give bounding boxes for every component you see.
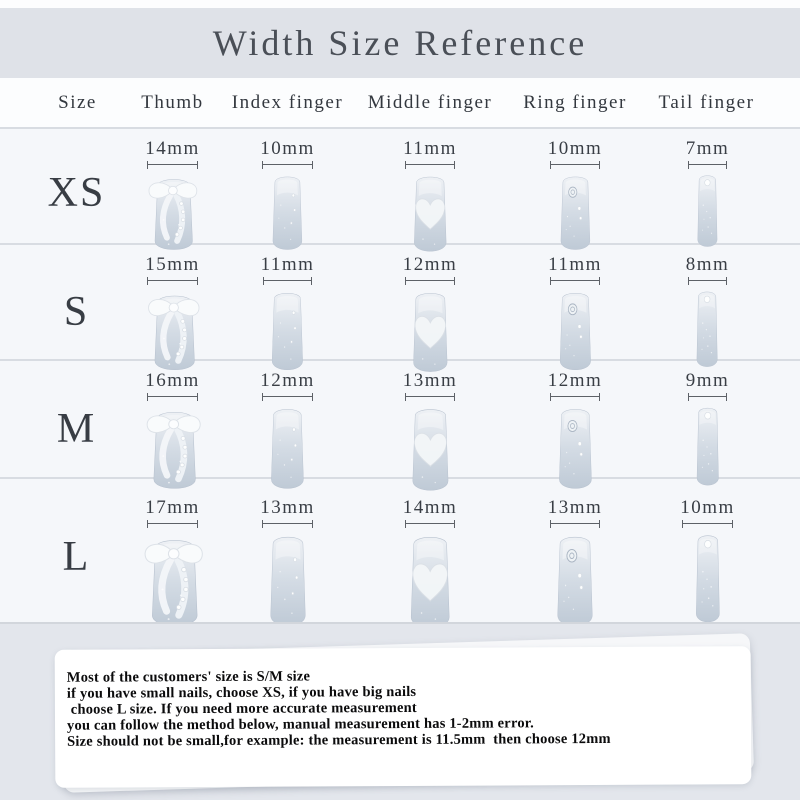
size-label-l: L — [62, 534, 91, 581]
measure-line-icon — [404, 277, 456, 285]
table-row: L 17mm 13mm 14mm 13mm — [0, 477, 800, 622]
index-finger-nail-image — [269, 536, 306, 627]
measurement-label: 16mm — [143, 370, 202, 401]
measurement-label: 17mm — [143, 497, 202, 528]
measure-line-icon — [262, 393, 313, 401]
measurement-cell: 10mm — [645, 479, 800, 635]
measurement-cell: 11mm — [355, 129, 505, 257]
measure-line-icon — [404, 393, 456, 401]
tail-finger-nail-image — [695, 535, 720, 623]
column-header-middle-finger: Middle finger — [367, 91, 493, 113]
size-label-s: S — [63, 288, 90, 335]
measurement-label: 10mm — [258, 138, 317, 169]
measure-line-icon — [687, 277, 728, 285]
measurement-label: 15mm — [143, 254, 202, 285]
measure-line-icon — [687, 161, 728, 169]
thumb-nail-image — [132, 530, 213, 633]
top-strip — [0, 0, 800, 8]
measure-line-icon — [549, 520, 601, 528]
measurement-cell: 15mm — [125, 245, 220, 378]
table-row: S 15mm 11mm 12mm 11mm — [0, 243, 800, 359]
measure-line-icon — [550, 277, 600, 285]
measurement-label: 10mm — [678, 497, 737, 528]
measurement-label: 13mm — [258, 497, 317, 528]
measurement-label: 11mm — [259, 254, 317, 285]
measure-line-icon — [549, 161, 601, 169]
measurement-cell: 10mm — [505, 129, 645, 257]
note-card: Most of the customers' size is S/M size … — [54, 646, 752, 788]
size-label-m: M — [56, 406, 97, 452]
column-header-size: Size — [58, 91, 97, 113]
measurement-cell: 13mm — [505, 479, 645, 635]
column-header-tail-finger: Tail finger — [658, 91, 755, 113]
measurement-label: 12mm — [258, 370, 317, 401]
measurement-label: 8mm — [684, 254, 732, 285]
measure-line-icon — [405, 161, 455, 169]
measurement-cell: 8mm — [645, 245, 800, 378]
measure-line-icon — [262, 277, 313, 285]
measurement-cell: 12mm — [220, 361, 355, 497]
measurement-cell: 14mm — [355, 479, 505, 635]
measure-line-icon — [262, 520, 313, 528]
measurement-label: 11mm — [546, 254, 604, 285]
index-finger-nail-image — [272, 176, 303, 250]
measure-line-icon — [147, 277, 198, 285]
measurement-cell: 12mm — [355, 245, 505, 378]
table-row: XS 14mm 10mm 11mm 10mm — [0, 127, 800, 243]
measurement-label: 12mm — [546, 370, 605, 401]
measurement-cell: 9mm — [645, 361, 800, 497]
notes-section: Most of the customers' size is S/M size … — [0, 622, 800, 800]
measure-line-icon — [404, 520, 456, 528]
measurement-cell: 13mm — [355, 361, 505, 497]
table-row: M 16mm 12mm 13mm 12mm — [0, 359, 800, 477]
measurement-label: 7mm — [684, 138, 732, 169]
measure-line-icon — [262, 161, 313, 169]
measure-line-icon — [682, 520, 733, 528]
measurement-cell: 10mm — [220, 129, 355, 257]
measurement-label: 10mm — [546, 138, 605, 169]
title-band: Width Size Reference — [0, 8, 800, 78]
measurement-label: 13mm — [401, 370, 460, 401]
middle-finger-nail-image — [410, 536, 450, 629]
page-title: Width Size Reference — [212, 23, 588, 63]
ring-finger-nail-image — [557, 536, 593, 627]
tail-finger-nail-image — [697, 175, 718, 247]
column-header-ring-finger: Ring finger — [523, 91, 627, 113]
note-line: Size should not be small,for example: th… — [67, 730, 611, 750]
table-header-row: Size Thumb Index finger Middle finger Ri… — [0, 78, 800, 127]
measurement-cell: 16mm — [125, 361, 220, 497]
measurement-label: 12mm — [401, 254, 460, 285]
measure-line-icon — [147, 161, 198, 169]
ring-finger-nail-image — [560, 176, 590, 250]
measurement-cell: 11mm — [220, 245, 355, 378]
measure-line-icon — [147, 393, 198, 401]
tail-finger-nail-image — [696, 291, 719, 368]
measurement-label: 14mm — [401, 497, 460, 528]
column-header-index-finger: Index finger — [231, 91, 344, 113]
measurement-cell: 11mm — [505, 245, 645, 378]
measurement-cell: 7mm — [645, 129, 800, 257]
measurement-label: 9mm — [684, 370, 732, 401]
measure-line-icon — [687, 393, 728, 401]
column-header-thumb: Thumb — [141, 91, 204, 113]
thumb-nail-image — [138, 171, 206, 256]
measure-line-icon — [147, 520, 198, 528]
measurement-cell: 17mm — [125, 479, 220, 635]
measurement-cell: 14mm — [125, 129, 220, 257]
measurement-label: 13mm — [546, 497, 605, 528]
tail-finger-nail-image — [696, 407, 719, 486]
measure-line-icon — [549, 393, 601, 401]
measurement-label: 11mm — [401, 138, 459, 169]
measurement-cell: 12mm — [505, 361, 645, 497]
measurement-label: 14mm — [143, 138, 202, 169]
size-label-xs: XS — [47, 170, 106, 217]
measurement-cell: 13mm — [220, 479, 355, 635]
